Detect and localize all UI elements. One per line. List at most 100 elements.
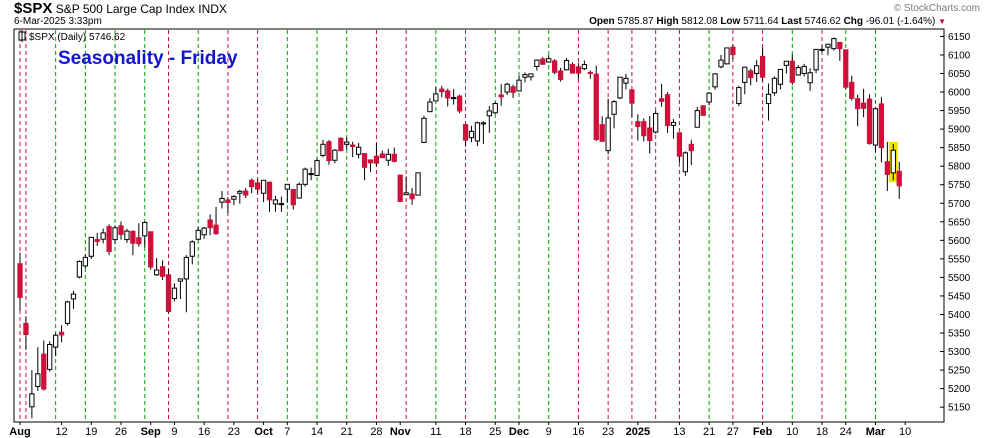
candle-body xyxy=(35,373,41,387)
candle-body xyxy=(100,232,106,240)
x-tick-label: 9 xyxy=(546,426,552,438)
y-tick-label: 5800 xyxy=(948,162,971,173)
candle-body xyxy=(546,58,552,63)
y-tick-label: 5850 xyxy=(948,143,971,154)
candle-body xyxy=(17,263,23,298)
candle-body xyxy=(284,183,290,190)
x-tick-label: 24 xyxy=(840,426,852,438)
candle-body xyxy=(106,226,112,252)
candle-body xyxy=(552,60,558,73)
candle-body xyxy=(676,132,683,157)
candle-body xyxy=(82,256,88,267)
down-arrow-icon: ▼ xyxy=(938,17,946,26)
candle-body xyxy=(605,117,611,152)
candle-body xyxy=(528,73,534,78)
candle-body xyxy=(890,149,896,174)
candle-body xyxy=(896,170,902,187)
x-tick-label: 23 xyxy=(228,426,240,438)
y-tick-label: 5250 xyxy=(948,366,971,377)
candle-body xyxy=(742,66,748,83)
y-tick-label: 5700 xyxy=(948,199,971,210)
candle-body xyxy=(397,174,403,202)
candle-body xyxy=(629,89,635,104)
candle-body xyxy=(183,256,189,280)
x-tick-label: 18 xyxy=(816,426,828,438)
low-label: Low xyxy=(720,16,741,27)
y-tick-label: 6000 xyxy=(948,88,971,99)
candles xyxy=(17,37,902,419)
y-tick-label: 5500 xyxy=(948,273,971,284)
y-tick-label: 6050 xyxy=(948,69,971,80)
candle-body xyxy=(373,155,380,164)
candle-body xyxy=(623,77,629,84)
candle-body xyxy=(171,287,178,300)
candle-body xyxy=(260,179,267,194)
y-tick-label: 5650 xyxy=(948,217,971,228)
candle-body xyxy=(118,225,124,235)
candle-body xyxy=(272,199,279,205)
candle-body xyxy=(213,224,219,235)
y-tick-label: 5200 xyxy=(948,384,971,395)
candle-body xyxy=(177,278,184,282)
candle-body xyxy=(23,322,29,336)
candle-body xyxy=(385,153,391,161)
candle-body xyxy=(29,393,35,408)
candle-body xyxy=(70,293,77,300)
candle-body xyxy=(759,55,766,78)
candle-body xyxy=(338,137,344,152)
candle-body xyxy=(148,231,154,268)
timestamp: 6-Mar-2025 3:33pm xyxy=(14,16,102,27)
candle-body xyxy=(819,48,825,51)
chg-value: -96.01 (-1.64%) xyxy=(865,16,936,27)
candle-body xyxy=(53,334,59,348)
candle-body xyxy=(433,93,439,102)
candle-body xyxy=(445,90,451,99)
candle-body xyxy=(112,227,118,241)
candle-body xyxy=(754,65,760,74)
candle-body xyxy=(278,203,285,206)
candle-body xyxy=(439,88,445,93)
candle-body xyxy=(290,189,296,206)
high-value: 5812.08 xyxy=(681,16,718,27)
candle-body xyxy=(415,172,421,196)
candle-body xyxy=(771,77,778,94)
candle-body xyxy=(421,117,427,143)
candle-body xyxy=(688,143,694,152)
candle-body xyxy=(872,108,879,146)
candle-body xyxy=(302,168,308,185)
x-tick-label: 12 xyxy=(55,426,67,438)
candle-body xyxy=(130,230,136,244)
candle-body xyxy=(237,190,243,194)
candle-body xyxy=(76,260,83,278)
x-tick-label: Mar xyxy=(866,426,886,438)
candle-body xyxy=(522,74,528,78)
candle-body xyxy=(361,153,368,168)
low-value: 5711.64 xyxy=(743,16,779,27)
candle-body xyxy=(124,230,130,241)
price-stats: Open 5785.87 High 5812.08 Low 5711.64 La… xyxy=(589,16,946,27)
x-tick-label: 23 xyxy=(602,426,614,438)
x-axis: Aug 12 19 26 Sep 9 16 23 Oct 7 14 21 28 Nov 11 18 25 Dec 9… xyxy=(9,422,911,438)
x-tick-label: Aug xyxy=(9,426,30,438)
candle-body xyxy=(94,239,100,242)
candle-body xyxy=(344,141,350,145)
candle-body xyxy=(207,219,213,229)
candle-body xyxy=(718,59,724,68)
candle-body xyxy=(516,79,522,92)
candle-body xyxy=(712,73,718,88)
candle-body xyxy=(492,103,498,114)
x-tick-label: 11 xyxy=(430,426,441,438)
y-tick-label: 5750 xyxy=(948,180,971,191)
candle-body xyxy=(195,229,201,240)
candle-body xyxy=(849,81,855,99)
candle-body xyxy=(866,98,873,145)
candle-body xyxy=(575,66,582,74)
candle-body xyxy=(47,344,53,370)
candle-body xyxy=(694,110,700,128)
candle-body xyxy=(355,146,362,155)
chart-title: Seasonality - Friday xyxy=(58,48,238,69)
candle-body xyxy=(765,93,772,105)
candle-body xyxy=(254,182,261,190)
candle-body xyxy=(486,110,492,117)
